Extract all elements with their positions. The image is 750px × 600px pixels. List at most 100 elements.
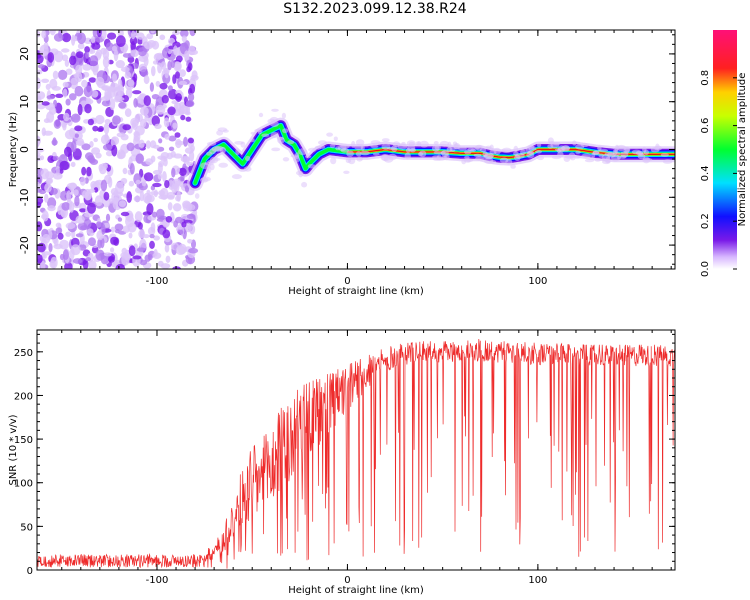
ridge-scatter <box>314 145 322 150</box>
noise-blob <box>153 53 162 61</box>
noise-blob <box>88 237 96 247</box>
y-axis-label: Frequency (Hz) <box>8 112 19 188</box>
noise-blob <box>101 30 107 40</box>
y-tick-label: -20 <box>18 236 31 254</box>
noise-blob <box>93 137 98 143</box>
noise-blob <box>184 222 192 233</box>
ridge-scatter <box>318 140 327 146</box>
noise-blob <box>112 115 121 125</box>
noise-blob <box>41 30 47 39</box>
noise-blob <box>71 34 76 46</box>
noise-blob <box>49 106 57 116</box>
noise-blob <box>122 124 131 131</box>
x-tick-label: -100 <box>146 276 169 287</box>
noise-blob <box>91 90 99 98</box>
ridge-scatter <box>404 152 411 160</box>
noise-blob <box>85 97 91 103</box>
noise-blob <box>139 93 145 100</box>
noise-blob <box>65 222 76 230</box>
noise-blob <box>65 68 73 75</box>
noise-blob <box>85 51 90 59</box>
noise-blob <box>75 215 85 224</box>
ridge-scatter <box>536 155 545 161</box>
snr-panel: -100 0 100 0 50 100 150 200 250 Height of straigh… <box>8 329 676 596</box>
ridge-scatter <box>282 128 289 134</box>
ridge-scatter <box>380 154 389 161</box>
noise-blob <box>143 172 154 182</box>
noise-blob <box>94 195 103 207</box>
noise-blob <box>83 218 92 229</box>
noise-blob <box>162 229 171 239</box>
noise-blob <box>77 103 83 116</box>
noise-blob <box>89 55 99 67</box>
ridge-scatter <box>194 193 200 199</box>
noise-blob <box>37 30 41 38</box>
noise-blob <box>167 106 176 116</box>
noise-blob <box>101 223 106 235</box>
ridge-scatter <box>401 141 406 146</box>
ridge-scatter <box>457 146 467 151</box>
noise-blob <box>100 134 110 145</box>
noise-blob <box>100 163 108 170</box>
noise-blob <box>178 80 188 86</box>
noise-blob <box>52 155 59 161</box>
ridge-scatter <box>549 141 555 145</box>
noise-blob <box>126 191 132 203</box>
noise-blob <box>166 191 176 199</box>
noise-blob <box>142 211 152 216</box>
noise-blob <box>46 95 56 100</box>
noise-blob <box>133 98 138 108</box>
noise-blob <box>168 135 177 142</box>
noise-blob <box>98 126 104 132</box>
noise-blob <box>83 85 93 98</box>
y-tick-label: 100 <box>14 479 33 490</box>
noise-blob <box>50 256 58 269</box>
noise-blob <box>164 47 170 52</box>
ridge-scatter <box>296 170 303 176</box>
noise-blob <box>181 221 187 228</box>
noise-blob <box>37 181 41 189</box>
noise-blob <box>143 56 149 67</box>
ridge-scatter <box>547 144 554 149</box>
ridge-scatter <box>501 147 512 153</box>
noise-blob <box>70 113 81 123</box>
noise-blob <box>74 195 80 207</box>
noise-blob <box>125 215 135 228</box>
noise-blob <box>150 30 156 34</box>
noise-blob <box>45 177 54 185</box>
ridge-scatter <box>575 150 581 155</box>
noise-blob <box>129 163 135 175</box>
noise-blob <box>128 245 136 257</box>
noise-blob <box>153 235 161 241</box>
ridge-scatter <box>406 140 416 146</box>
noise-blob <box>37 53 44 64</box>
noise-blob <box>110 226 116 233</box>
noise-blob <box>188 247 199 254</box>
ridge-scatter <box>370 144 379 149</box>
ridge-scatter <box>660 153 669 157</box>
ridge-scatter <box>200 162 210 169</box>
y-tick-label: 10 <box>18 95 31 109</box>
noise-blob <box>49 187 58 195</box>
ridge-scatter <box>305 155 312 159</box>
noise-blob <box>88 157 96 164</box>
noise-blob <box>75 233 84 238</box>
noise-blob <box>81 143 91 151</box>
noise-blob <box>74 71 83 83</box>
ridge-scatter <box>271 147 281 152</box>
ridge-scatter <box>335 146 341 151</box>
ridge-scatter <box>212 157 221 162</box>
ridge-scatter <box>584 159 595 163</box>
noise-blob <box>69 55 77 66</box>
noise-blob <box>101 96 110 102</box>
noise-blob <box>173 220 179 228</box>
noise-blob <box>76 51 84 59</box>
noise-blob <box>69 201 75 213</box>
noise-blob <box>70 161 76 168</box>
ridge-scatter <box>360 150 370 156</box>
noise-blob <box>113 49 119 62</box>
noise-blob <box>163 117 170 128</box>
ridge-scatter <box>355 151 362 157</box>
ridge-scatter <box>573 155 581 159</box>
